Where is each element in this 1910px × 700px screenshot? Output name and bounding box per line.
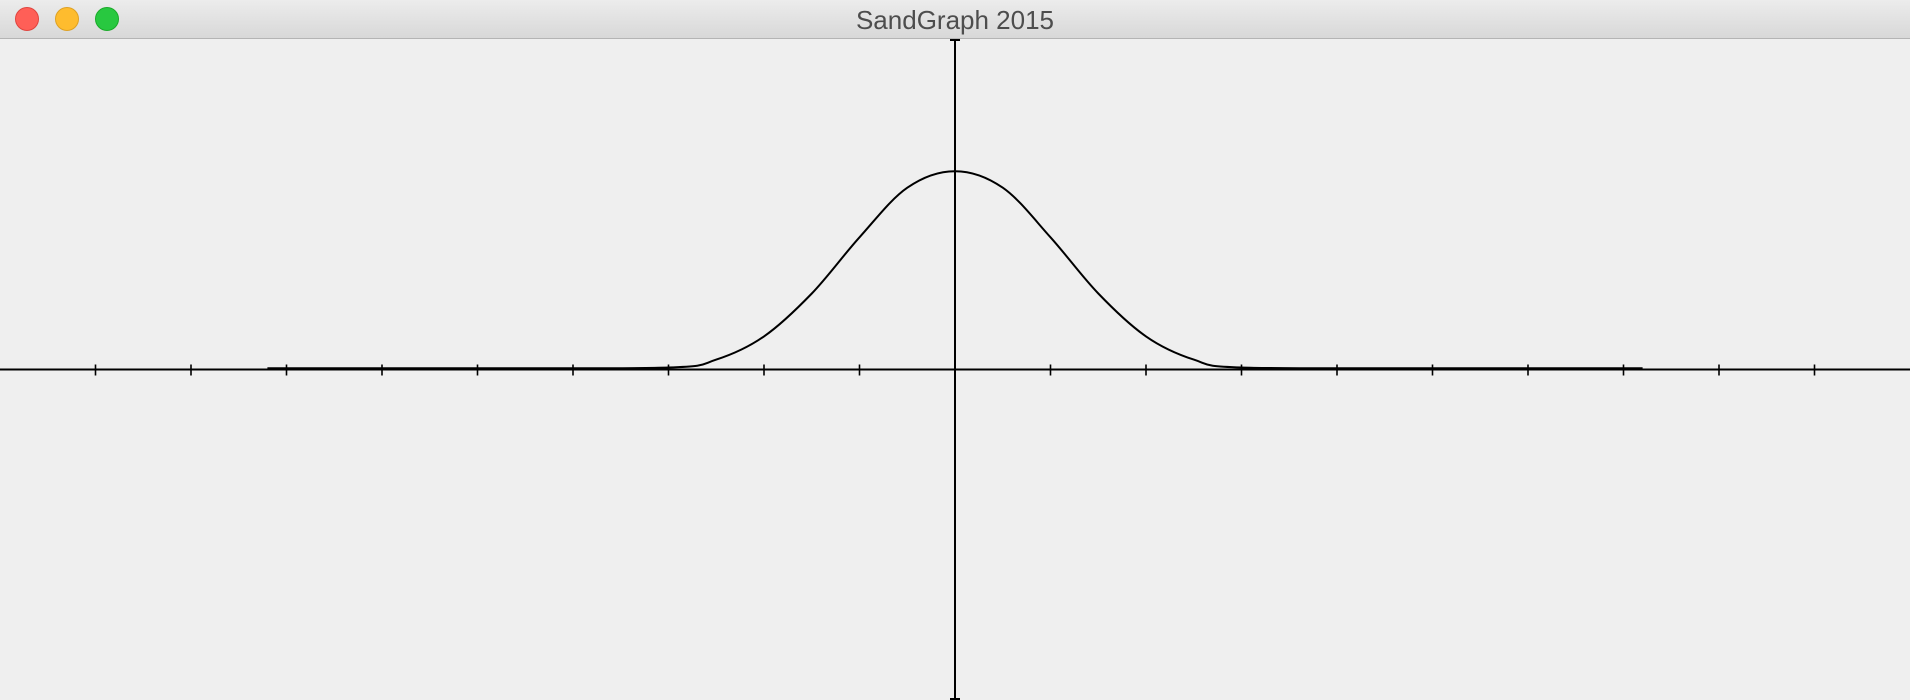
- function-plot: [0, 39, 1910, 700]
- graph-canvas: [0, 39, 1910, 700]
- title-bar[interactable]: SandGraph 2015: [0, 0, 1910, 39]
- zoom-window-icon[interactable]: [95, 7, 119, 31]
- x-ticks: [94, 364, 1816, 376]
- axes: [0, 39, 1910, 700]
- curve-layer: [267, 170, 1643, 370]
- minimize-window-icon[interactable]: [55, 7, 79, 31]
- function-curve: [267, 170, 1643, 370]
- close-window-icon[interactable]: [15, 7, 39, 31]
- window-title: SandGraph 2015: [855, 5, 1055, 35]
